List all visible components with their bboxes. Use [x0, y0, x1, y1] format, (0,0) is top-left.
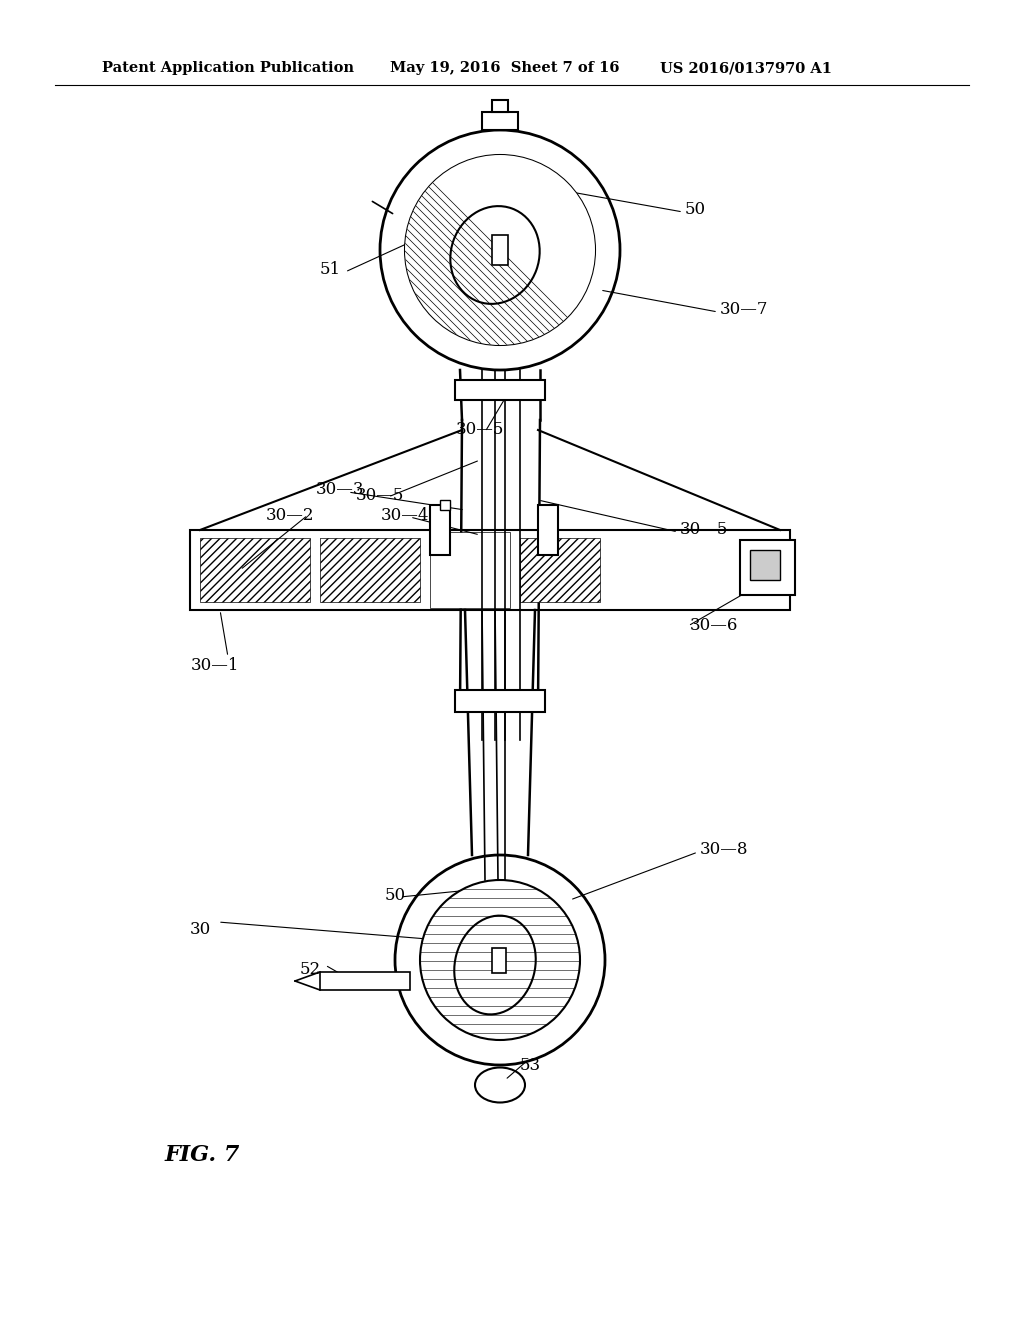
- Text: 50: 50: [685, 202, 707, 219]
- Bar: [750, 550, 780, 579]
- Bar: [430, 506, 450, 554]
- Text: 30—3: 30—3: [315, 482, 365, 499]
- Bar: [319, 539, 420, 602]
- Bar: [492, 100, 508, 112]
- Circle shape: [406, 154, 595, 345]
- Bar: [455, 380, 545, 400]
- Text: US 2016/0137970 A1: US 2016/0137970 A1: [660, 61, 831, 75]
- Bar: [740, 540, 795, 595]
- Ellipse shape: [475, 1068, 525, 1102]
- Circle shape: [406, 154, 595, 345]
- Bar: [455, 690, 545, 711]
- Circle shape: [420, 880, 580, 1040]
- Text: 53: 53: [519, 1056, 541, 1073]
- Text: Patent Application Publication: Patent Application Publication: [102, 61, 354, 75]
- Text: 30—5: 30—5: [456, 421, 504, 438]
- Text: 30—7: 30—7: [720, 301, 768, 318]
- Bar: [538, 506, 558, 554]
- Bar: [492, 235, 508, 265]
- Bar: [482, 112, 518, 129]
- Text: 30—5: 30—5: [355, 487, 404, 503]
- Text: 30—5: 30—5: [680, 521, 728, 539]
- Bar: [492, 948, 506, 973]
- Text: 51: 51: [319, 261, 341, 279]
- Text: 30—2: 30—2: [266, 507, 314, 524]
- Bar: [440, 500, 450, 510]
- Text: May 19, 2016  Sheet 7 of 16: May 19, 2016 Sheet 7 of 16: [390, 61, 620, 75]
- Circle shape: [395, 855, 605, 1065]
- Text: 30: 30: [189, 921, 211, 939]
- Bar: [430, 532, 510, 609]
- Bar: [200, 539, 310, 602]
- Text: 30—8: 30—8: [700, 842, 749, 858]
- Text: 30—1: 30—1: [190, 656, 240, 673]
- Circle shape: [380, 129, 620, 370]
- Text: 50: 50: [384, 887, 406, 903]
- Text: 52: 52: [299, 961, 321, 978]
- Text: FIG. 7: FIG. 7: [165, 1144, 241, 1166]
- Bar: [190, 531, 790, 610]
- Bar: [319, 972, 410, 990]
- Text: 30—6: 30—6: [690, 616, 738, 634]
- Bar: [520, 539, 600, 602]
- Text: 30—4: 30—4: [381, 507, 429, 524]
